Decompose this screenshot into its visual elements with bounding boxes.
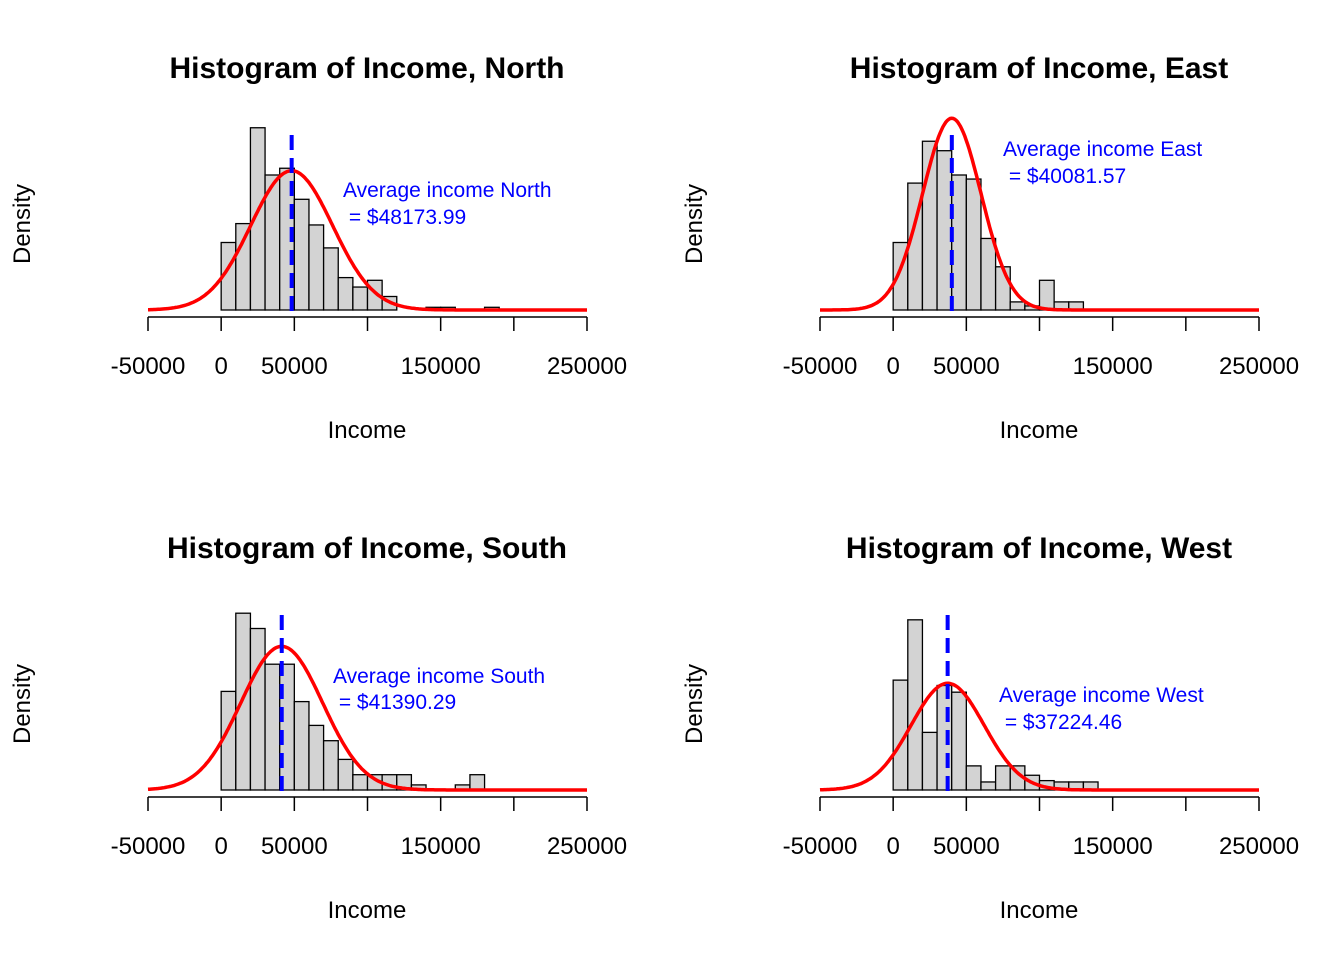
histogram-bar [980,781,997,791]
y-axis-label: Density [9,664,36,744]
panel-west: Histogram of Income, West Income Density… [681,532,1299,924]
chart-title: Histogram of Income, South [167,532,567,565]
histogram-bar [308,224,325,311]
histogram-bar [293,700,310,791]
mean-annotation-line2: = $40081.57 [1003,165,1126,188]
panel-east: Histogram of Income, East Income Density… [681,52,1299,444]
histogram-bar [352,286,369,311]
y-axis-label: Density [681,664,708,744]
histogram-bar [951,691,967,791]
x-axis-label: Income [328,417,407,444]
x-tick-label: 0 [214,833,227,860]
histogram-bar [994,765,1011,791]
x-tick-label: 50000 [933,833,1000,860]
histogram-bar [352,774,369,791]
x-tick-label: 250000 [547,353,627,380]
histogram-bar [308,724,325,791]
x-axis-label: Income [328,897,407,924]
x-tick-label: 150000 [401,833,481,860]
histogram-bar [337,276,354,311]
x-tick-label: 50000 [261,353,328,380]
chart-title: Histogram of Income, West [846,532,1232,565]
histogram-bar [936,150,953,311]
y-axis-label: Density [9,184,36,264]
histogram-bar [965,178,982,311]
x-tick-label: -50000 [111,833,186,860]
mean-annotation-line1: Average income North [343,179,552,202]
mean-annotation-line1: Average income South [333,665,545,688]
x-tick-label: -50000 [783,353,858,380]
histogram-bar [1009,301,1026,311]
mean-annotation-line2: = $48173.99 [343,206,466,229]
mean-annotation-line1: Average income East [1003,138,1202,161]
y-axis-label: Density [681,184,708,264]
histogram-bar [264,663,281,791]
mean-annotation-line2: = $41390.29 [333,691,456,714]
chart-title: Histogram of Income, East [850,52,1228,85]
x-tick-label: 250000 [1219,353,1299,380]
histogram-bar [279,663,295,791]
x-tick-label: -50000 [111,353,186,380]
normal-curve [820,116,1259,312]
mean-annotation-line1: Average income West [999,684,1204,707]
x-tick-label: 50000 [933,353,1000,380]
mean-annotation-line2: = $37224.46 [999,711,1122,734]
x-tick-label: 0 [214,353,227,380]
x-tick-label: 150000 [1073,833,1153,860]
histogram-bar [469,774,486,791]
histogram-bar [322,247,339,311]
histogram-bar [1038,279,1055,311]
x-tick-label: 0 [886,833,899,860]
histogram-bar [980,237,997,311]
x-tick-label: 250000 [1219,833,1299,860]
x-tick-label: -50000 [783,833,858,860]
x-tick-label: 50000 [261,833,328,860]
histogram-bar [322,740,339,791]
x-tick-label: 0 [886,353,899,380]
normal-curve [147,644,587,792]
x-axis-label: Income [1000,897,1079,924]
histogram-bar [235,222,252,311]
histogram-bar [907,619,924,791]
histogram-bar [965,765,982,791]
normal-curve [819,681,1259,792]
chart-title: Histogram of Income, North [169,52,564,85]
panel-north: Histogram of Income, North Income Densit… [9,52,627,444]
x-tick-label: 150000 [1073,353,1153,380]
panel-south: Histogram of Income, South Income Densit… [9,532,627,924]
histogram-bar [994,266,1011,311]
normal-curve [148,168,587,312]
histogram-bar [337,758,354,791]
histogram-bar [921,731,938,791]
histogram-bar [293,198,310,311]
histogram-bar [951,174,967,311]
x-tick-label: 250000 [547,833,627,860]
histogram-bar [249,627,266,791]
x-tick-label: 150000 [401,353,481,380]
x-axis-label: Income [1000,417,1079,444]
